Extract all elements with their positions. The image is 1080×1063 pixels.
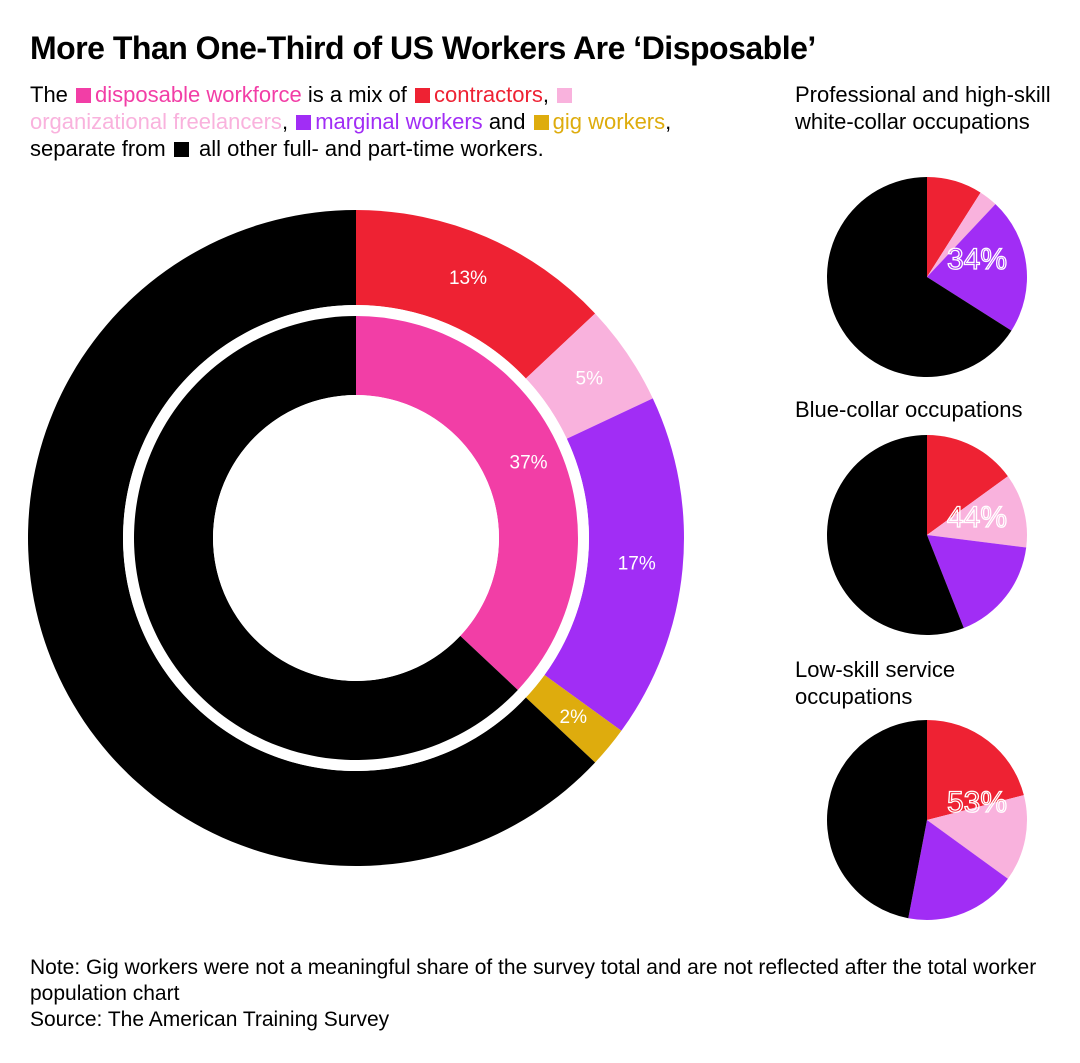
mini-pie-low-skill: 53% xyxy=(826,720,1027,920)
mini2-slice-marginal xyxy=(927,535,1027,628)
outer-slice-gig xyxy=(525,674,622,763)
mini1-slice-other xyxy=(827,177,1012,377)
source-text: Source: The American Training Survey xyxy=(30,1008,390,1031)
mini1-slice-freelancers xyxy=(927,192,996,277)
mini-pie-title-professional: Professional and high-skill white-collar… xyxy=(795,82,1051,134)
legend-text-7: all other full- and part-time workers. xyxy=(198,136,544,161)
outer-slice-contractors xyxy=(356,210,596,379)
legend-label-marginal: marginal workers xyxy=(315,109,483,134)
mini-pie-title-low-skill: Low-skill service occupations xyxy=(795,657,956,709)
mini2-slice-freelancers xyxy=(927,476,1027,548)
legend-swatch-other xyxy=(173,142,189,157)
legend-text-6: , separate from xyxy=(30,109,672,161)
legend-swatch-disposable xyxy=(76,88,92,103)
legend-swatch-gig xyxy=(533,115,549,130)
legend-text-5: and xyxy=(488,109,526,134)
legend-label-gig: gig workers xyxy=(552,109,666,134)
legend-text-1: The xyxy=(30,82,68,107)
donut-hole xyxy=(213,395,499,681)
legend-swatch-contractors xyxy=(415,88,430,103)
note-text: Note: Gig workers were not a meaningful … xyxy=(30,956,1037,1005)
mini3-slice-marginal xyxy=(908,820,1008,920)
inner-slice-other xyxy=(134,316,518,760)
legend-text-3: , xyxy=(542,82,549,107)
legend-label-disposable: disposable workforce xyxy=(95,82,302,107)
outer-slice-other xyxy=(27,210,596,866)
outer-label-contractors: 13% xyxy=(449,268,487,289)
mini-pie-professional: 34% xyxy=(827,177,1027,377)
inner-label-disposable: 37% xyxy=(510,452,548,473)
legend-text-4: , xyxy=(281,109,289,134)
mini1-slice-contractors xyxy=(927,177,981,277)
outer-label-freelancers: 5% xyxy=(576,369,604,390)
outer-label-gig: 2% xyxy=(560,707,588,728)
mini3-total-label: 53% xyxy=(947,786,1007,819)
inner-slice-disposable xyxy=(356,316,578,690)
mini2-slice-contractors xyxy=(927,435,1008,535)
mini1-total-label: 34% xyxy=(947,243,1007,276)
mini3-slice-other xyxy=(826,720,927,919)
outer-slice-freelancers xyxy=(525,313,653,439)
outer-label-marginal: 17% xyxy=(618,554,656,575)
legend-label-freelancers: organizational freelancers xyxy=(30,109,282,134)
mini3-slice-contractors xyxy=(927,720,1024,820)
legend-swatch-freelancers xyxy=(557,88,573,103)
chart-note: Note: Gig workers were not a meaningful … xyxy=(30,955,1060,1033)
chart-title: More Than One-Third of US Workers Are ‘D… xyxy=(30,30,816,66)
legend-swatch-marginal xyxy=(296,115,312,130)
legend-label-contractors: contractors xyxy=(434,82,543,107)
legend-subtitle: The disposable workforce is a mix of con… xyxy=(30,81,690,162)
mini3-slice-freelancers xyxy=(927,795,1027,879)
mini2-slice-other xyxy=(826,435,964,635)
mini2-total-label: 44% xyxy=(947,501,1007,534)
mini-pie-blue-collar: 44% xyxy=(826,435,1027,635)
mini-pie-title-blue-collar: Blue-collar occupations xyxy=(795,397,1023,422)
legend-text-2: is a mix of xyxy=(307,82,407,107)
outer-slice-marginal xyxy=(544,398,684,731)
mini1-slice-marginal xyxy=(927,204,1027,331)
main-donut-chart: 13% 5% 17% 2% 37% xyxy=(27,210,684,866)
